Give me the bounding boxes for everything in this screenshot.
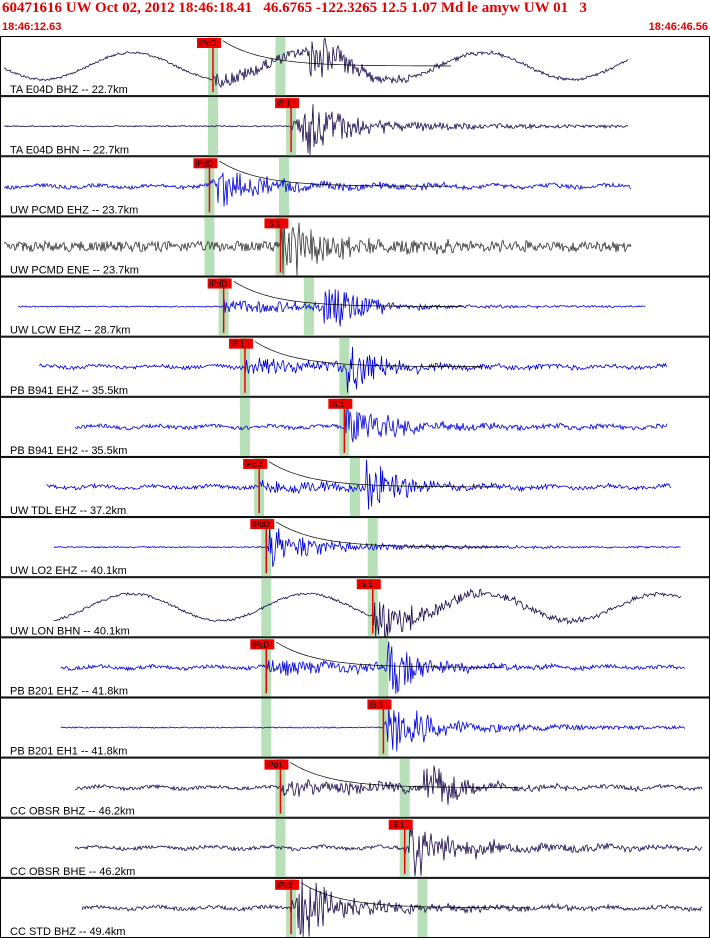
trace-row: iS 1 UW PCMD ENE -- 23.7km	[0, 216, 710, 277]
waveform	[81, 879, 703, 937]
pick-band	[303, 277, 314, 336]
station-label: TA E04D BHN -- 22.7km	[10, 144, 129, 156]
pick-label: iS 1	[369, 700, 383, 709]
trace-row: iPd1 CC OBSR BHZ -- 46.2km	[0, 757, 710, 818]
trace-row: iS 1 TA E04D BHN -- 22.7km	[0, 96, 710, 157]
pick-label: iPd1	[277, 881, 294, 890]
station-label: UW PCMD EHZ -- 23.7km	[10, 204, 138, 216]
station-label: CC OBSR BHZ -- 46.2km	[10, 806, 135, 818]
coda-curve	[276, 641, 505, 668]
trace-row: iPdD UW PCMD EHZ -- 23.7km	[0, 156, 710, 217]
coda-curve	[219, 160, 448, 187]
trace-row: iPcD UW TDL EHZ -- 37.2km	[0, 456, 710, 518]
pick-label: iS 1	[277, 99, 291, 108]
waveform	[3, 36, 629, 89]
trace-row: iP 1 PB B941 EHZ -- 35.5km	[0, 336, 710, 397]
waveform	[74, 823, 703, 877]
station-label: UW LCW EHZ -- 28.7km	[10, 325, 130, 337]
pick-band	[417, 878, 428, 937]
pick-band	[339, 337, 350, 396]
pick-label: iPcD	[252, 640, 269, 649]
pick-box	[388, 819, 413, 830]
waveform	[74, 765, 703, 805]
trace-row: iS 1 PB B201 EH1 -- 41.8km	[0, 697, 710, 758]
time-start-label: 18:46:12.63	[2, 21, 62, 33]
time-end-label: 18:46:46.56	[648, 21, 708, 33]
coda-curve	[290, 762, 519, 788]
station-label: PB B201 EH1 -- 41.8km	[10, 746, 127, 758]
station-label: TA E04D BHZ -- 22.7km	[10, 84, 128, 96]
waveform	[60, 705, 686, 752]
waveform	[4, 104, 629, 156]
trace-row: iS 1 CC OBSR BHE -- 46.2km	[0, 817, 710, 878]
pick-band	[350, 457, 360, 517]
station-label: UW LON BHN -- 40.1km	[10, 625, 130, 637]
coda-curve	[254, 341, 483, 367]
pick-label: iPdD	[195, 159, 213, 168]
pick-box	[356, 579, 381, 590]
coda-curve	[222, 40, 451, 67]
pick-box	[250, 639, 275, 650]
pick-label: iS 1	[391, 821, 405, 830]
pick-band	[399, 758, 410, 817]
pick-box	[228, 338, 253, 349]
trace-row: iPdD UW LO2 EHZ -- 40.1km	[0, 517, 710, 578]
trace-row: iPd1 CC STD BHZ -- 49.4km	[0, 877, 710, 938]
trace-row: iS 1 PB B941 EH2 -- 35.5km	[0, 396, 710, 457]
station-label: PB B201 EHZ -- 41.8km	[10, 685, 128, 697]
trace-row: iPdD UW LCW EHZ -- 28.7km	[0, 276, 710, 337]
station-label: UW TDL EHZ -- 37.2km	[10, 505, 126, 517]
waveform	[3, 172, 632, 207]
pick-box	[243, 458, 268, 469]
pick-box	[264, 759, 289, 770]
coda-curve	[233, 281, 462, 307]
trace-row: iPdD TA E04D BHZ -- 22.7km	[0, 36, 710, 97]
pick-label: iPdD	[199, 39, 217, 48]
station-label: PB B941 EH2 -- 35.5km	[10, 445, 127, 457]
pick-box	[264, 218, 289, 229]
waveform	[53, 527, 681, 567]
pick-label: iS 1	[359, 580, 373, 589]
waveform	[3, 218, 632, 276]
pick-box	[275, 98, 300, 109]
pick-box	[275, 879, 300, 890]
pick-label: iPdD	[210, 280, 228, 289]
station-label: CC OBSR BHE -- 46.2km	[10, 866, 135, 878]
event-title: 60471616 UW Oct 02, 2012 18:46:18.41 46.…	[2, 0, 587, 16]
pick-label: iS 1	[330, 400, 344, 409]
pick-box	[367, 699, 392, 710]
coda-curve	[268, 461, 498, 488]
station-label: UW LO2 EHZ -- 40.1km	[10, 565, 127, 577]
waveform	[39, 346, 667, 393]
station-label: UW PCMD ENE -- 23.7km	[10, 265, 139, 277]
pick-label: iPcD	[245, 460, 262, 469]
trace-row: iPcD PB B201 EHZ -- 41.8km	[0, 637, 710, 697]
station-label: PB B941 EHZ -- 35.5km	[10, 385, 128, 397]
pick-box	[328, 398, 353, 409]
waveform	[17, 289, 646, 327]
coda-curve	[300, 882, 530, 909]
waveform	[53, 588, 682, 637]
coda-curve	[276, 521, 505, 548]
event-header: 60471616 UW Oct 02, 2012 18:46:18.41 46.…	[0, 0, 710, 36]
pick-box	[193, 158, 218, 169]
pick-label: iP 1	[231, 340, 245, 349]
waveform	[74, 406, 668, 443]
pick-box	[207, 278, 232, 289]
pick-label: iS 1	[266, 219, 280, 228]
station-label: CC STD BHZ -- 49.4km	[10, 926, 126, 938]
pick-band	[261, 578, 272, 637]
pick-label: iPd1	[266, 761, 283, 770]
pick-band	[275, 37, 286, 96]
seismogram-plot: iPdD TA E04D BHZ -- 22.7km iS 1 TA E04D BHN…	[0, 36, 710, 938]
pick-box	[197, 38, 221, 48]
pick-band	[279, 157, 289, 216]
trace-row: iS 1 UW LON BHN -- 40.1km	[0, 577, 710, 638]
pick-label: iPdD	[252, 520, 270, 529]
pick-band	[367, 518, 378, 577]
waveform	[60, 641, 686, 694]
pick-box	[250, 519, 275, 530]
waveform	[46, 459, 671, 510]
